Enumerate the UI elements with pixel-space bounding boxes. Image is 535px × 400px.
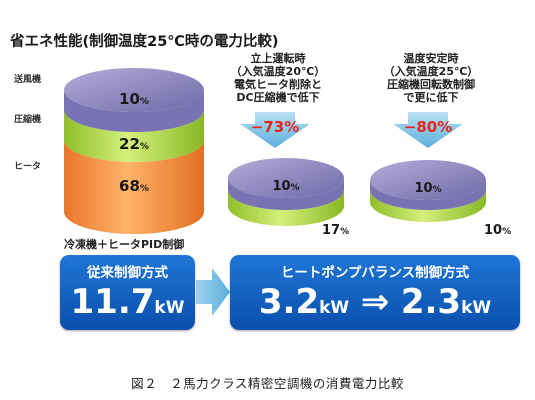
value-label-startup-fan: 10% [272, 179, 299, 194]
panel-conventional-value: 11.7kW [60, 282, 195, 322]
cylinder-stable-compressor [370, 190, 486, 222]
cylinder-startup-compressor [228, 190, 344, 226]
cylinder-conventional [64, 68, 204, 234]
arrow-symbol: ⇒ [360, 282, 390, 322]
cylinder-compressor-segment [64, 110, 204, 162]
power-value-stable: 2.3 [400, 282, 462, 322]
arrow-down-startup [240, 112, 310, 148]
panel-conventional-heading: 従来制御方式 [87, 265, 168, 281]
note-stable-line-3: 圧縮機回転数制御 [387, 78, 475, 91]
note-stable: 温度安定時 （入気温度25℃） 圧縮機回転数制御 で更に低下 [366, 52, 496, 104]
cylinder-stable-top [370, 160, 486, 200]
power-unit: kW [154, 298, 185, 318]
note-startup: 立上運転時 （入気温度20℃） 電気ヒータ削除と DC圧縮機で低下 [213, 52, 343, 104]
cylinder-fan-segment [64, 90, 204, 132]
chart-title: 省エネ性能(制御温度25℃時の電力比較) [10, 34, 279, 50]
note-startup-line-4: DC圧縮機で低下 [236, 91, 320, 104]
panel-heatpump: ヒートポンプバランス制御方式 3.2kW ⇒ 2.3kW [230, 255, 520, 330]
panel-heatpump-value: 3.2kW ⇒ 2.3kW [230, 282, 520, 322]
sublabel-conventional: 冷凍機＋ヒータPID制御 [64, 238, 185, 251]
power-value-startup: 3.2 [258, 282, 320, 322]
power-value-conventional: 11.7 [70, 282, 155, 322]
legend-compressor: 圧縮機 [14, 115, 42, 125]
note-startup-line-3: 電気ヒータ削除と [234, 78, 322, 91]
note-stable-line-2: （入気温度25℃） [383, 65, 479, 78]
reduction-stable: −80% [403, 118, 453, 136]
cylinder-stable [370, 160, 486, 222]
reduction-startup: −73% [250, 118, 300, 136]
cylinder-heater-segment [64, 140, 204, 234]
cylinder-top [64, 68, 204, 112]
value-label-stable-fan: 10% [414, 181, 441, 196]
note-startup-line-2: （入気温度20℃） [230, 65, 326, 78]
cylinder-stable-fan [370, 180, 486, 210]
power-unit: kW [319, 298, 350, 318]
cylinder-startup-top [228, 158, 344, 198]
figure-caption: 図２ ２馬力クラス精密空調機の消費電力比較 [131, 376, 404, 391]
note-stable-line-1: 温度安定時 [403, 52, 459, 65]
legend-fan: 送風機 [14, 75, 42, 85]
panel-conventional: 従来制御方式 11.7kW [60, 255, 195, 330]
power-unit: kW [461, 298, 492, 318]
arrow-down-stable [393, 112, 463, 148]
panel-heatpump-heading: ヒートポンプバランス制御方式 [280, 265, 470, 281]
value-label-startup-compressor: 17% [322, 223, 349, 238]
note-stable-line-4: で更に低下 [403, 91, 459, 104]
note-startup-line-1: 立上運転時 [250, 52, 306, 65]
cylinder-startup [228, 158, 344, 226]
legend-heater: ヒータ [14, 162, 42, 172]
cylinder-startup-fan [228, 178, 344, 210]
value-label-stable-compressor: 10% [484, 223, 511, 238]
arrow-right [196, 268, 230, 316]
